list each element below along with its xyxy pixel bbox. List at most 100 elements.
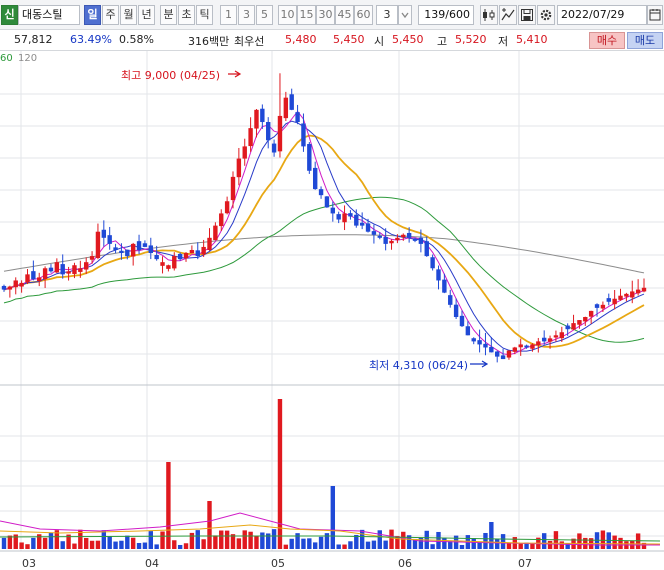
volume-bar [342,544,347,549]
trade-volume-value: 57,812 [14,33,53,46]
volume-bar [1,537,7,549]
volume-bar [348,541,353,549]
candle-up [236,158,242,178]
volume-bar [530,543,535,549]
ma120-line [3,234,645,274]
candle-up [84,262,89,270]
volume-bar [101,530,107,549]
change-rate-value: 0.58% [119,33,154,46]
chevron-down-icon[interactable] [398,5,412,25]
candle-up [630,291,635,298]
volume-bar [119,540,124,549]
save-icon[interactable] [518,5,536,25]
candle-down [412,238,418,241]
sell-button[interactable]: 매도 [627,32,663,49]
interval-15-button[interactable]: 15 [297,5,316,25]
interval-60-button[interactable]: 60 [354,5,373,25]
volume-bar [89,540,95,549]
settings-icon[interactable] [537,5,555,25]
period-year-tab[interactable]: 년 [138,5,155,25]
data-count-field[interactable]: 139/600 [418,5,474,25]
crosshair-icon[interactable] [499,5,517,25]
candle-up [389,240,394,244]
candle-down [154,255,159,260]
volume-bar [383,540,388,549]
candle-up [559,332,564,339]
stock-name-field[interactable]: 대동스틸 [18,5,80,25]
period-day-tab[interactable]: 일 [84,5,101,25]
calendar-icon[interactable] [647,5,663,25]
candle-down [195,250,200,257]
candle-type-icon[interactable] [480,5,498,25]
interval-5-button[interactable]: 5 [256,5,273,25]
interval-45-button[interactable]: 45 [335,5,354,25]
interval-1-button[interactable]: 1 [220,5,237,25]
volume-bar [78,529,83,549]
volume-bar [289,538,294,549]
volume-bar [547,540,553,549]
candle-up [506,350,512,358]
candle-down [101,229,107,238]
chart-grid [0,51,664,552]
volume-bar [336,544,341,549]
period-tick-tab[interactable]: 틱 [196,5,213,25]
period-month-tab[interactable]: 월 [120,5,137,25]
custom-interval-select[interactable]: 3 [376,5,398,25]
low-annotation: 최저 4,310 (06/24) [369,359,469,372]
candle-up [395,237,400,241]
candle-up [13,280,18,288]
volume-bar [612,535,617,549]
volume-bar [189,532,195,549]
volume-bar [19,542,24,549]
ma20-line [3,134,645,348]
interval-3-button[interactable]: 3 [238,5,255,25]
volume-bar [54,530,60,549]
quote-bar: 57,812 63.49% 0.58% 316백만 최우선 5,480 5,45… [0,30,664,51]
volume-bar [219,530,224,549]
candle-up [95,231,101,259]
interval-30-button[interactable]: 30 [316,5,335,25]
volume-bar [477,542,482,549]
volume-bar [160,531,165,549]
volume-bar [254,536,259,549]
candle-up [7,286,13,290]
x-axis-label-mar: 03 [22,557,36,570]
volume-bar [283,544,289,549]
candle-up [342,213,347,223]
candle-up [254,109,259,129]
volume-bar [66,534,71,549]
candle-down [500,355,506,360]
volume-bar [518,543,523,549]
stock-chart[interactable]: 60 120 최고 9,000 (04/25) 최저 4,310 (06/24)… [0,51,664,570]
candle-down [383,236,388,244]
period-week-tab[interactable]: 주 [102,5,119,25]
volume-bar [401,531,406,549]
trade-amount-value: 316백만 [188,35,230,48]
volume-bar [248,531,253,549]
ma60-line [3,196,645,343]
candle-up [512,347,518,352]
candle-down [430,257,435,269]
volume-bar [48,532,54,549]
volume-bar [412,538,418,549]
candle-down [541,337,547,342]
volume-bar [207,501,212,549]
candle-down [453,304,459,318]
candle-down [1,285,7,290]
candle-up [635,289,641,294]
period-second-tab[interactable]: 초 [178,5,195,25]
x-axis-label-jul: 07 [518,557,532,570]
period-minute-tab[interactable]: 분 [160,5,177,25]
candle-down [424,241,429,257]
volume-bar [25,544,30,549]
candle-up [189,249,195,254]
candle-down [148,245,153,254]
stock-tag-badge[interactable]: 신 [1,5,18,25]
candle-down [418,237,424,244]
buy-button[interactable]: 매수 [589,32,625,49]
candle-down [271,143,277,153]
candle-down [136,241,142,250]
candle-down [324,196,330,208]
date-field[interactable]: 2022/07/29 [557,5,647,25]
interval-10-button[interactable]: 10 [278,5,297,25]
